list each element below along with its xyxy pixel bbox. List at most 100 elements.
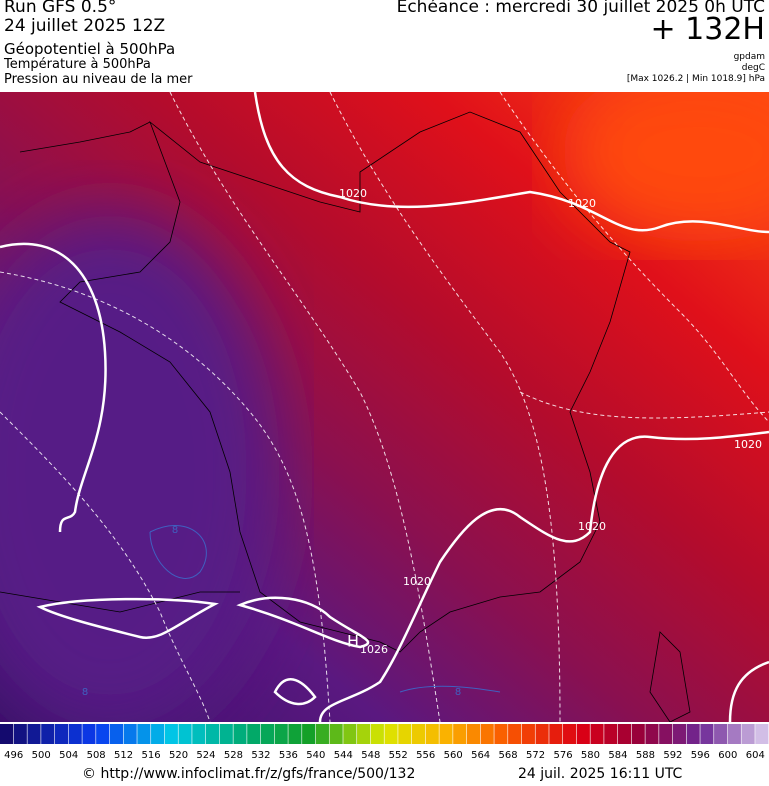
field-2: Température à 500hPa <box>4 57 151 72</box>
colorbar-label: 528 <box>224 750 243 761</box>
contour-label: 8 <box>82 687 88 698</box>
colorbar-label: 584 <box>608 750 627 761</box>
colorbar-swatch <box>54 724 69 744</box>
colorbar-label: 568 <box>499 750 518 761</box>
colorbar-swatch <box>398 724 412 744</box>
colorbar-swatch <box>205 724 220 744</box>
contour-label: 1020 <box>578 520 606 533</box>
colorbar-swatch <box>164 724 178 744</box>
colorbar-swatch <box>219 724 233 744</box>
colorbar-swatch <box>466 724 481 744</box>
colorbar-swatch <box>302 724 316 744</box>
colorbar-swatch <box>274 724 288 744</box>
colorbar-swatch <box>604 724 618 744</box>
contour-label: H <box>347 632 359 651</box>
colorbar-label: 496 <box>4 750 23 761</box>
colorbar-label: 556 <box>416 750 435 761</box>
colorbar-swatch <box>315 724 329 744</box>
footer-url: © http://www.infoclimat.fr/z/gfs/france/… <box>82 766 416 782</box>
colorbar-swatch <box>370 724 384 744</box>
colorbar-swatch <box>247 724 261 744</box>
colorbar-swatch <box>631 724 645 744</box>
colorbar-label: 588 <box>636 750 655 761</box>
colorbar-swatch <box>714 724 728 744</box>
colorbar-label: 604 <box>746 750 765 761</box>
contour-label: 1020 <box>403 575 431 588</box>
colorbar-swatch <box>576 724 590 744</box>
colorbar-label: 532 <box>251 750 270 761</box>
colorbar-swatch <box>425 724 439 744</box>
map: 1020 1020 1020 1020 1020 H 1026 8 8 8 <box>0 92 769 722</box>
colorbar-label: 560 <box>444 750 463 761</box>
colorbar-swatch <box>41 724 55 744</box>
colorbar-swatch <box>343 724 357 744</box>
colorbar-label: 524 <box>196 750 215 761</box>
colorbar-label: 516 <box>142 750 161 761</box>
colorbar-swatch <box>494 724 508 744</box>
colorbar-swatch <box>137 724 151 744</box>
colorbar-label: 504 <box>59 750 78 761</box>
colorbar-swatch <box>82 724 96 744</box>
colorbar-swatch <box>13 724 27 744</box>
colorbar-swatch <box>329 724 343 744</box>
colorbar-swatch <box>411 724 426 744</box>
contour-label: 1026 <box>360 643 388 656</box>
colorbar-swatch <box>741 724 755 744</box>
colorbar-label: 552 <box>389 750 408 761</box>
footer-time: 24 juil. 2025 16:11 UTC <box>518 766 683 782</box>
unit-1: gpdam <box>733 52 765 62</box>
colorbar-label: 548 <box>361 750 380 761</box>
colorbar-label: 580 <box>581 750 600 761</box>
coastlines <box>0 111 691 722</box>
colorbar-label: 500 <box>32 750 51 761</box>
colorbar-swatch <box>686 724 700 744</box>
colorbar-swatch <box>617 724 632 744</box>
colorbar-swatch <box>109 724 123 744</box>
colorbar-swatch <box>672 724 687 744</box>
colorbar-swatch <box>590 724 604 744</box>
colorbar-swatch <box>96 724 110 744</box>
cold-area <box>0 212 280 722</box>
field-3: Pression au niveau de la mer <box>4 72 193 87</box>
pressure-range: [Max 1026.2 | Min 1018.9] hPa <box>626 74 765 84</box>
contour-label: 8 <box>455 687 461 698</box>
colorbar-label: 600 <box>718 750 737 761</box>
colorbar-swatch <box>700 724 714 744</box>
run-date: 24 juillet 2025 12Z <box>4 16 166 36</box>
colorbar-label: 544 <box>334 750 353 761</box>
colorbar-label: 564 <box>471 750 490 761</box>
field-1: Géopotentiel à 500hPa <box>4 40 176 58</box>
colorbar-swatch <box>68 724 82 744</box>
run-title: Run GFS 0.5° <box>4 0 117 17</box>
colorbar-swatch <box>0 724 14 744</box>
colorbar-swatch <box>480 724 494 744</box>
colorbar-swatch <box>288 724 302 744</box>
colorbar-label: 592 <box>663 750 682 761</box>
colorbar-label: 576 <box>553 750 572 761</box>
colorbar-swatch <box>192 724 206 744</box>
colorbar-swatch <box>27 724 41 744</box>
colorbar-label: 508 <box>87 750 106 761</box>
colorbar-swatch <box>535 724 549 744</box>
colorbar-swatch <box>151 724 165 744</box>
unit-2: degC <box>741 63 765 73</box>
colorbar-swatch <box>453 724 467 744</box>
colorbar-swatch <box>521 724 535 744</box>
colorbar-swatch <box>260 724 275 744</box>
colorbar-label: 572 <box>526 750 545 761</box>
contour-label: 1020 <box>734 438 762 451</box>
colorbar-swatch <box>645 724 659 744</box>
colorbar-swatch <box>178 724 192 744</box>
colorbar: 496 500 504 508 512 516 520 524 528 532 536 540 544 5… <box>0 724 769 761</box>
colorbar-label: 536 <box>279 750 298 761</box>
colorbar-swatch <box>549 724 563 744</box>
colorbar-label: 520 <box>169 750 188 761</box>
contour-label: 8 <box>172 525 178 536</box>
colorbar-swatch <box>755 724 769 744</box>
colorbar-swatch <box>659 724 673 744</box>
colorbar-swatch <box>439 724 453 744</box>
colorbar-swatch <box>123 724 137 744</box>
colorbar-label: 512 <box>114 750 133 761</box>
colorbar-swatch <box>727 724 741 744</box>
